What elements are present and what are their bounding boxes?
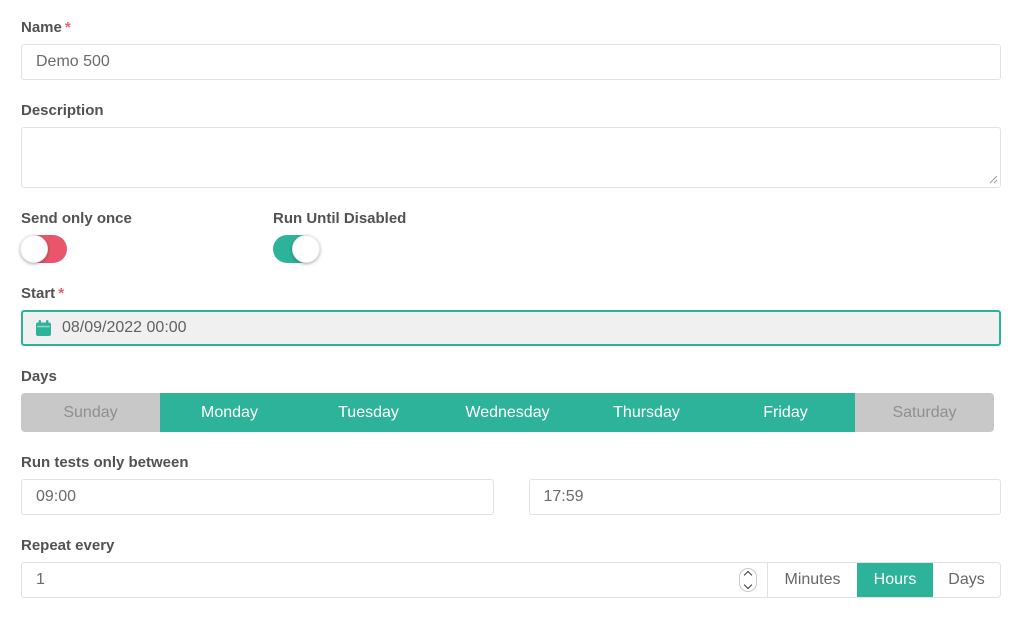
calendar-icon — [36, 319, 51, 336]
repeat-every-label: Repeat every — [21, 537, 115, 554]
repeat-every-group: Repeat every Minutes Hours Days — [21, 537, 1003, 598]
name-label: Name * — [21, 19, 1003, 36]
description-group: Description — [21, 102, 1003, 188]
day-button-thursday[interactable]: Thursday — [577, 393, 716, 432]
start-label-text: Start — [21, 285, 56, 302]
unit-button-days[interactable]: Days — [933, 563, 1000, 597]
send-only-once-label: Send only once — [21, 210, 132, 227]
name-group: Name * — [21, 19, 1003, 80]
number-stepper[interactable] — [739, 568, 757, 592]
toggles-row: Send only once Run Until Disabled — [20, 210, 1003, 263]
resize-grip-icon[interactable] — [988, 174, 998, 184]
days-label: Days — [21, 368, 57, 385]
day-button-saturday[interactable]: Saturday — [855, 393, 994, 432]
start-datetime-input[interactable]: 08/09/2022 00:00 — [21, 310, 1001, 346]
day-button-wednesday[interactable]: Wednesday — [438, 393, 577, 432]
toggle-knob — [20, 235, 48, 263]
unit-button-minutes[interactable]: Minutes — [768, 563, 857, 597]
send-only-once-group: Send only once — [20, 210, 273, 263]
description-label: Description — [21, 102, 104, 119]
start-group: Start * 08/09/2022 00:00 — [21, 285, 1003, 346]
run-between-group: Run tests only between — [21, 454, 1003, 515]
toggle-knob — [292, 235, 320, 263]
unit-button-hours[interactable]: Hours — [857, 563, 933, 597]
repeat-unit-selector: Minutes Hours Days — [767, 562, 1001, 598]
start-label: Start * — [21, 285, 1003, 302]
day-button-sunday[interactable]: Sunday — [21, 393, 160, 432]
day-button-monday[interactable]: Monday — [160, 393, 299, 432]
stepper-up-icon[interactable] — [743, 570, 753, 580]
time-from-input[interactable] — [21, 479, 494, 515]
day-button-friday[interactable]: Friday — [716, 393, 855, 432]
repeat-interval-field — [21, 562, 768, 598]
stepper-down-icon[interactable] — [743, 580, 753, 590]
time-to-input[interactable] — [528, 479, 1001, 515]
name-input[interactable] — [21, 44, 1001, 80]
days-group: Days Sunday Monday Tuesday Wednesday Thu… — [21, 368, 1003, 432]
name-label-text: Name — [21, 19, 62, 36]
day-button-tuesday[interactable]: Tuesday — [299, 393, 438, 432]
required-asterisk: * — [58, 285, 65, 302]
required-asterisk: * — [64, 19, 71, 36]
run-between-label: Run tests only between — [21, 454, 189, 471]
start-datetime-value: 08/09/2022 00:00 — [62, 319, 187, 336]
schedule-form: Name* Description Send only once Run Unt… — [20, 19, 1003, 598]
send-only-once-toggle[interactable] — [20, 235, 67, 263]
run-until-disabled-group: Run Until Disabled — [273, 210, 406, 263]
run-until-disabled-label: Run Until Disabled — [273, 210, 407, 227]
repeat-interval-input[interactable] — [21, 562, 768, 598]
run-until-disabled-toggle[interactable] — [273, 235, 320, 263]
days-selector: Sunday Monday Tuesday Wednesday Thursday… — [21, 393, 994, 432]
description-textarea[interactable] — [21, 127, 1001, 188]
